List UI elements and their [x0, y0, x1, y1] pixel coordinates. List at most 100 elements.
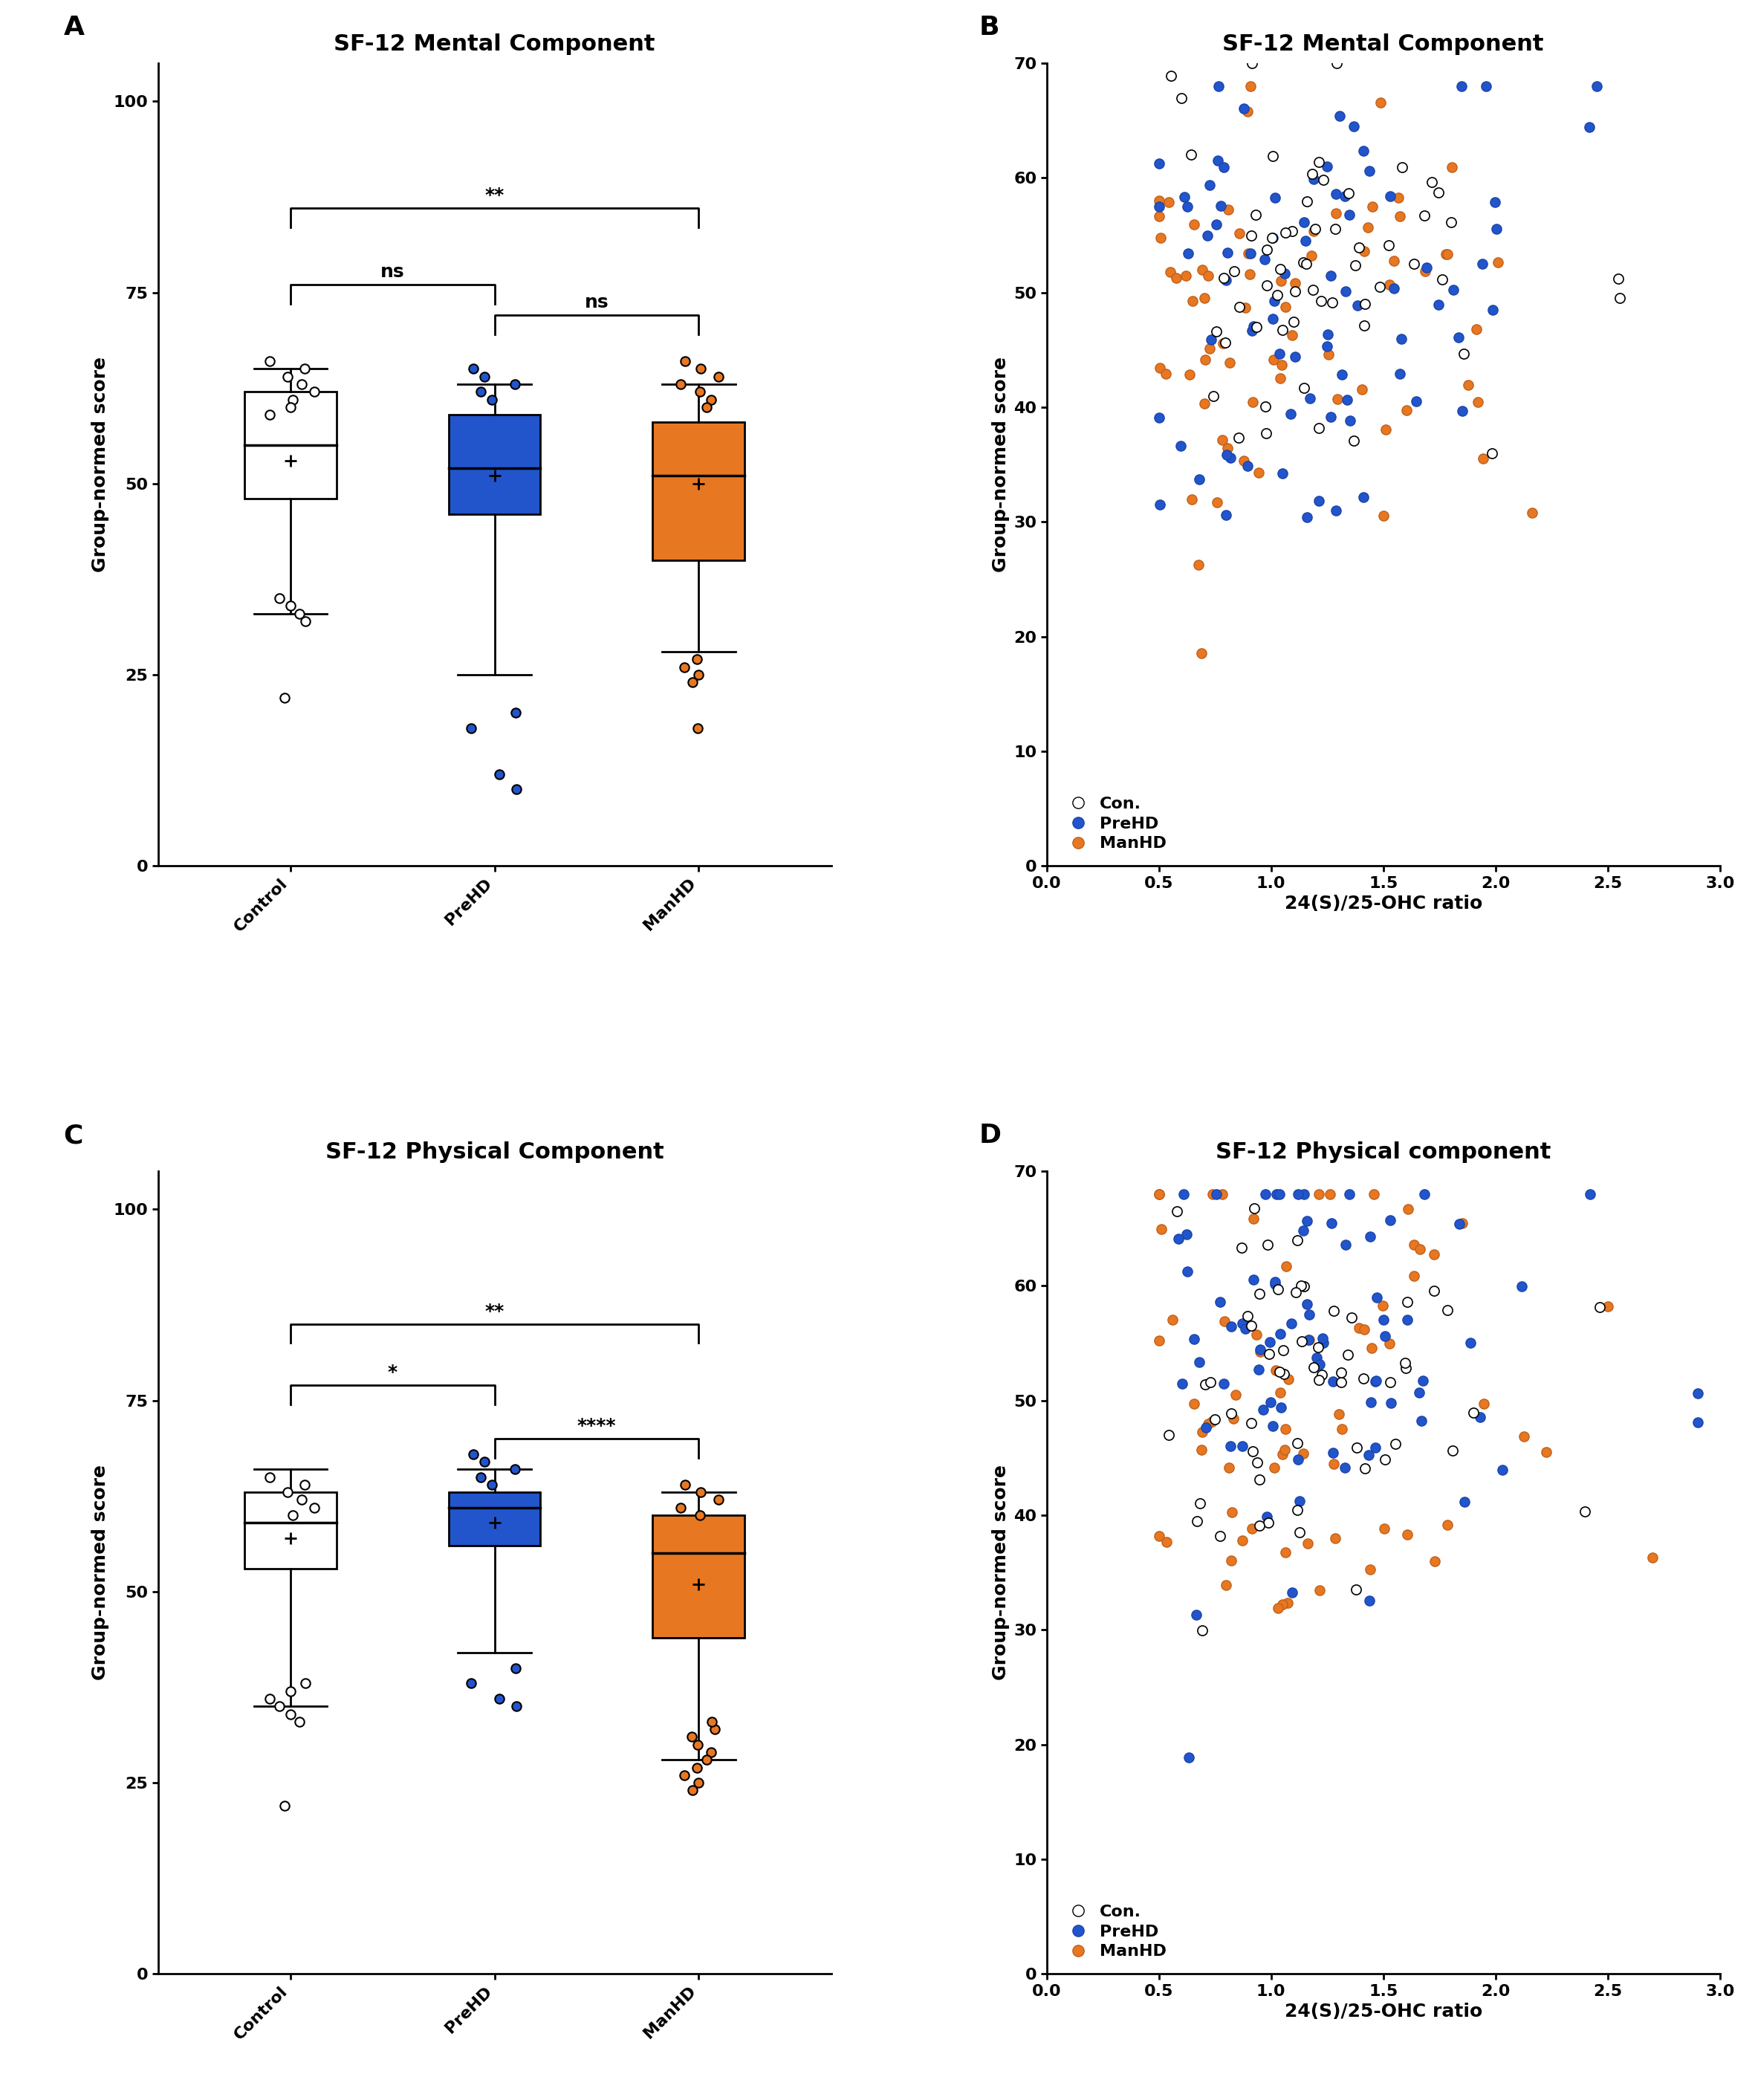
- ManHD: [1271, 1432, 1299, 1466]
- ManHD: [1213, 430, 1241, 464]
- ManHD: [1448, 1205, 1476, 1239]
- ManHD: [1372, 414, 1400, 447]
- PreHD: [1250, 1392, 1278, 1426]
- Title: SF-12 Mental Component: SF-12 Mental Component: [1223, 34, 1544, 55]
- PreHD: [1483, 212, 1511, 246]
- PreHD: [1262, 1266, 1290, 1300]
- PreHD: [1146, 487, 1174, 521]
- Con.: [1393, 1285, 1422, 1319]
- PreHD: [1185, 1344, 1213, 1378]
- PreHD: [1481, 185, 1509, 218]
- Con.: [1283, 1224, 1311, 1258]
- Con.: [1243, 311, 1271, 344]
- PreHD: [1439, 273, 1467, 307]
- Con.: [1290, 246, 1318, 279]
- ManHD: [1188, 636, 1216, 670]
- Text: C: C: [63, 1124, 82, 1149]
- Con.: [1304, 145, 1332, 178]
- Con.: [1234, 1300, 1262, 1334]
- Point: [458, 712, 486, 745]
- PreHD: [1320, 1365, 1348, 1399]
- Point: [256, 1682, 284, 1716]
- PreHD: [1330, 1451, 1358, 1485]
- Point: [477, 382, 505, 416]
- Bar: [449, 1493, 541, 1546]
- ManHD: [1239, 1201, 1267, 1235]
- ManHD: [1225, 216, 1253, 250]
- Con.: [1392, 1346, 1420, 1380]
- Con.: [1307, 1359, 1336, 1392]
- ManHD: [1146, 351, 1174, 384]
- PreHD: [1355, 1583, 1383, 1617]
- PreHD: [1448, 69, 1476, 103]
- Point: [277, 590, 305, 624]
- PreHD: [1244, 1352, 1272, 1386]
- Text: **: **: [484, 1302, 504, 1321]
- ManHD: [1274, 1586, 1302, 1619]
- ManHD: [1211, 1304, 1239, 1338]
- ManHD: [1230, 445, 1258, 479]
- Con.: [1285, 1516, 1313, 1550]
- Point: [683, 1728, 711, 1762]
- PreHD: [1362, 1365, 1390, 1399]
- Con.: [1400, 248, 1429, 281]
- ManHD: [1323, 382, 1351, 416]
- Con.: [1255, 1506, 1283, 1539]
- PreHD: [1257, 1386, 1285, 1420]
- Con.: [1388, 151, 1416, 185]
- PreHD: [1253, 1499, 1281, 1533]
- Con.: [1290, 372, 1318, 405]
- ManHD: [1434, 237, 1462, 271]
- ManHD: [1420, 1237, 1448, 1270]
- Con.: [1299, 273, 1327, 307]
- Point: [683, 712, 711, 745]
- Con.: [1418, 166, 1446, 199]
- PreHD: [1192, 1411, 1220, 1445]
- ManHD: [1350, 1312, 1378, 1346]
- ManHD: [1237, 1512, 1265, 1546]
- Con.: [1327, 1357, 1355, 1390]
- Con.: [1281, 275, 1309, 309]
- Con.: [1264, 277, 1292, 311]
- PreHD: [1376, 178, 1404, 212]
- PreHD: [1206, 1285, 1234, 1319]
- PreHD: [1290, 206, 1318, 239]
- Con.: [1460, 1396, 1488, 1430]
- Con.: [1258, 139, 1286, 172]
- Point: [670, 1758, 698, 1791]
- PreHD: [1343, 288, 1371, 321]
- Point: [500, 367, 528, 401]
- PreHD: [1258, 1409, 1286, 1443]
- Text: *: *: [388, 1363, 397, 1382]
- PreHD: [1683, 1378, 1711, 1411]
- Point: [686, 1499, 714, 1533]
- ManHD: [1269, 1438, 1297, 1472]
- Con.: [1237, 1308, 1265, 1342]
- PreHD: [1267, 1390, 1295, 1424]
- PreHD: [1174, 237, 1202, 271]
- Con.: [1202, 315, 1230, 349]
- Con.: [1323, 46, 1351, 80]
- PreHD: [1288, 1214, 1316, 1247]
- ManHD: [1322, 197, 1350, 231]
- PreHD: [1228, 1306, 1257, 1340]
- PreHD: [1330, 178, 1358, 212]
- ManHD: [1264, 1592, 1292, 1625]
- PreHD: [1276, 397, 1304, 430]
- Point: [677, 666, 706, 699]
- PreHD: [1336, 1178, 1364, 1212]
- Con.: [1269, 1334, 1297, 1367]
- ManHD: [1246, 1336, 1274, 1369]
- ManHD: [1371, 1512, 1399, 1546]
- Point: [279, 1499, 307, 1533]
- ManHD: [1350, 235, 1378, 269]
- PreHD: [1258, 220, 1286, 254]
- PreHD: [1295, 382, 1323, 416]
- PreHD: [1355, 1438, 1383, 1472]
- ManHD: [1288, 1436, 1316, 1470]
- PreHD: [1169, 1178, 1197, 1212]
- PreHD: [1164, 1222, 1192, 1256]
- ManHD: [1214, 193, 1243, 227]
- ManHD: [1518, 496, 1546, 529]
- Con.: [1178, 139, 1206, 172]
